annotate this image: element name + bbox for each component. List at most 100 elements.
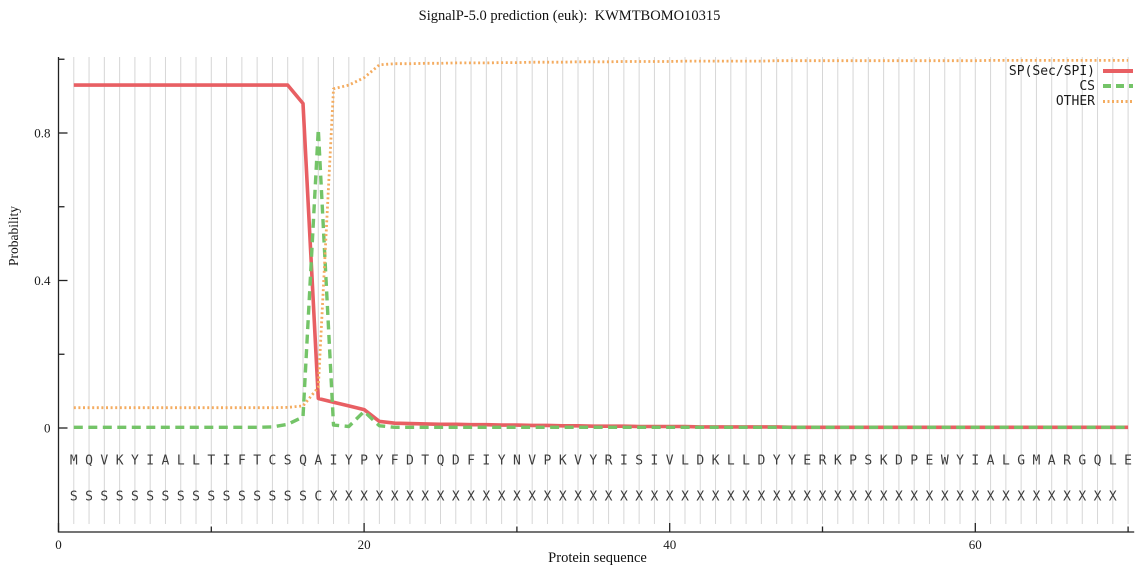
svg-text:X: X xyxy=(941,490,949,505)
svg-text:P: P xyxy=(544,454,552,469)
legend-line-sample-other xyxy=(1103,99,1133,103)
svg-text:I: I xyxy=(971,454,979,469)
svg-text:X: X xyxy=(574,490,582,505)
svg-text:X: X xyxy=(757,490,765,505)
svg-text:K: K xyxy=(712,454,720,469)
svg-text:A: A xyxy=(1048,454,1056,469)
svg-text:X: X xyxy=(635,490,643,505)
svg-text:S: S xyxy=(238,490,246,505)
svg-text:Y: Y xyxy=(498,454,506,469)
svg-text:X: X xyxy=(559,490,567,505)
svg-text:V: V xyxy=(528,454,536,469)
svg-text:S: S xyxy=(116,490,124,505)
svg-text:T: T xyxy=(253,454,261,469)
svg-text:L: L xyxy=(727,454,735,469)
svg-text:0.8: 0.8 xyxy=(34,126,50,141)
svg-text:S: S xyxy=(85,490,93,505)
svg-text:N: N xyxy=(513,454,521,469)
svg-text:X: X xyxy=(1078,490,1086,505)
svg-text:Y: Y xyxy=(589,454,597,469)
svg-text:Q: Q xyxy=(299,454,307,469)
svg-text:0: 0 xyxy=(44,421,51,436)
svg-text:L: L xyxy=(1109,454,1117,469)
svg-text:P: P xyxy=(910,454,918,469)
svg-text:X: X xyxy=(971,490,979,505)
legend-item-other: OTHER xyxy=(1009,93,1133,109)
svg-text:I: I xyxy=(482,454,490,469)
svg-text:X: X xyxy=(1048,490,1056,505)
y-axis-ticks: 0 0.4 0.8 xyxy=(34,58,68,436)
svg-text:S: S xyxy=(70,490,78,505)
svg-text:I: I xyxy=(223,454,231,469)
svg-text:R: R xyxy=(605,454,613,469)
svg-text:M: M xyxy=(1033,454,1041,469)
svg-text:X: X xyxy=(681,490,689,505)
svg-text:I: I xyxy=(651,454,659,469)
svg-text:X: X xyxy=(819,490,827,505)
svg-text:L: L xyxy=(177,454,185,469)
svg-text:X: X xyxy=(406,490,414,505)
svg-text:T: T xyxy=(207,454,215,469)
svg-text:D: D xyxy=(406,454,414,469)
svg-text:0.4: 0.4 xyxy=(34,273,51,288)
svg-text:X: X xyxy=(834,490,842,505)
svg-text:X: X xyxy=(1109,490,1117,505)
svg-text:K: K xyxy=(116,454,124,469)
svg-text:X: X xyxy=(482,490,490,505)
svg-text:D: D xyxy=(895,454,903,469)
svg-text:P: P xyxy=(849,454,857,469)
series-line-sp-sec-spi- xyxy=(73,83,1129,430)
svg-text:X: X xyxy=(1017,490,1025,505)
svg-text:P: P xyxy=(360,454,368,469)
svg-text:X: X xyxy=(712,490,720,505)
svg-text:K: K xyxy=(834,454,842,469)
svg-text:V: V xyxy=(574,454,582,469)
series-line-other xyxy=(73,59,1129,410)
svg-text:X: X xyxy=(788,490,796,505)
svg-text:Y: Y xyxy=(773,454,781,469)
svg-text:X: X xyxy=(1094,490,1102,505)
x-axis-label: Protein sequence xyxy=(548,550,647,566)
svg-text:S: S xyxy=(131,490,139,505)
legend-line-sample-cs xyxy=(1103,84,1133,88)
svg-text:X: X xyxy=(605,490,613,505)
svg-text:S: S xyxy=(192,490,200,505)
svg-text:X: X xyxy=(895,490,903,505)
svg-text:Y: Y xyxy=(956,454,964,469)
svg-text:X: X xyxy=(880,490,888,505)
svg-text:Y: Y xyxy=(375,454,383,469)
svg-text:X: X xyxy=(513,490,521,505)
svg-text:X: X xyxy=(910,490,918,505)
svg-text:X: X xyxy=(696,490,704,505)
svg-text:X: X xyxy=(330,490,338,505)
svg-text:L: L xyxy=(192,454,200,469)
svg-text:T: T xyxy=(421,454,429,469)
svg-text:0: 0 xyxy=(55,537,62,552)
svg-text:X: X xyxy=(620,490,628,505)
svg-text:R: R xyxy=(1063,454,1071,469)
svg-text:L: L xyxy=(681,454,689,469)
legend: SP(Sec/SPI) CS OTHER xyxy=(1008,63,1133,109)
svg-text:E: E xyxy=(926,454,934,469)
svg-text:D: D xyxy=(452,454,460,469)
svg-text:K: K xyxy=(559,454,567,469)
svg-text:X: X xyxy=(498,490,506,505)
svg-text:Q: Q xyxy=(437,454,445,469)
x-axis-ticks: 0 20 40 60 xyxy=(55,523,1129,552)
svg-text:C: C xyxy=(269,454,277,469)
plot-title: SignalP-5.0 prediction (euk): KWMTBOMO10… xyxy=(418,8,721,24)
legend-item-sp: SP(Sec/SPI) xyxy=(1008,63,1133,79)
svg-text:A: A xyxy=(162,454,170,469)
legend-item-cs: CS xyxy=(1009,79,1133,94)
series-line-cs xyxy=(73,127,1129,429)
svg-text:E: E xyxy=(1124,454,1132,469)
svg-text:D: D xyxy=(696,454,704,469)
svg-text:40: 40 xyxy=(663,537,676,552)
svg-text:C: C xyxy=(314,490,322,505)
svg-text:X: X xyxy=(375,490,383,505)
legend-label-other: OTHER xyxy=(1055,93,1095,109)
legend-label-sp: SP(Sec/SPI) xyxy=(1008,63,1095,79)
